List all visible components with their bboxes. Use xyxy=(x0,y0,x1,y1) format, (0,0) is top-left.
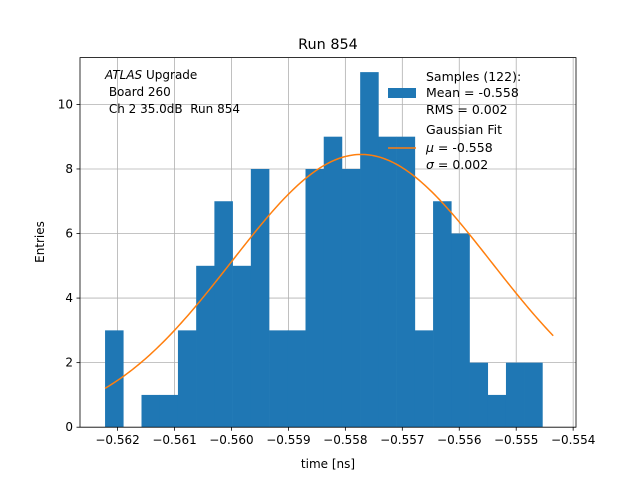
y-tick-label: 2 xyxy=(65,356,73,370)
histogram-bar xyxy=(159,394,179,428)
legend-samples-rms: RMS = 0.002 xyxy=(426,102,508,117)
annotation-box: ATLAS Upgrade Board 260 Ch 2 35.0dB Run … xyxy=(104,68,240,116)
histogram-bars xyxy=(105,72,543,428)
legend-fit-sigma: σ = 0.002 xyxy=(426,157,488,172)
x-axis-ticks: −0.562 −0.561 −0.560 −0.559 −0.558 −0.557 −0.5… xyxy=(95,427,595,447)
histogram-bar xyxy=(451,233,470,428)
chart-title: Run 854 xyxy=(298,37,358,53)
legend-samples-swatch xyxy=(388,88,416,98)
plot-frame xyxy=(79,57,577,428)
y-tick-label: 0 xyxy=(65,420,73,434)
histogram-bar xyxy=(214,201,233,428)
x-tick-label: −0.555 xyxy=(494,433,538,447)
histogram-bar xyxy=(323,136,343,428)
annotation-line-2: Board 260 xyxy=(105,85,171,99)
legend: Samples (122): Mean = -0.558 RMS = 0.002… xyxy=(388,69,521,172)
x-tick-label: −0.554 xyxy=(551,433,595,447)
histogram-bar xyxy=(141,394,161,428)
y-tick-label: 6 xyxy=(65,227,73,241)
legend-mu-value: = -0.558 xyxy=(434,140,493,155)
histogram-bar xyxy=(341,168,361,428)
histogram-bar xyxy=(177,330,197,428)
x-axis-label: time [ns] xyxy=(301,457,355,471)
annotation-upgrade: Upgrade xyxy=(142,68,197,82)
histogram-bar xyxy=(414,330,434,428)
histogram-bar xyxy=(505,362,525,428)
legend-samples-mean: Mean = -0.558 xyxy=(426,85,519,100)
histogram-bar xyxy=(433,201,452,428)
legend-sigma-symbol: σ xyxy=(426,157,435,172)
legend-sigma-value: = 0.002 xyxy=(434,157,488,172)
x-tick-label: −0.556 xyxy=(437,433,481,447)
y-tick-label: 8 xyxy=(65,162,73,176)
histogram-bar xyxy=(287,330,306,428)
x-tick-label: −0.557 xyxy=(380,433,424,447)
histogram-bar xyxy=(378,136,397,428)
histogram-bar xyxy=(360,72,379,428)
histogram-bar xyxy=(469,362,489,428)
histogram-bar xyxy=(487,394,507,428)
annotation-line-1: ATLAS Upgrade xyxy=(104,68,197,82)
y-axis-label: Entries xyxy=(33,221,47,263)
x-tick-label: −0.562 xyxy=(95,433,139,447)
histogram-bar xyxy=(305,168,325,428)
x-tick-label: −0.561 xyxy=(152,433,196,447)
x-tick-label: −0.560 xyxy=(209,433,253,447)
y-tick-label: 10 xyxy=(58,97,73,111)
histogram-bar xyxy=(269,330,288,428)
legend-fit-mu: μ = -0.558 xyxy=(425,140,493,155)
histogram-bar xyxy=(524,362,543,428)
gaussian-fit-curve xyxy=(104,153,554,389)
histogram-bar xyxy=(396,136,416,428)
histogram-bar xyxy=(250,168,270,428)
annotation-line-3: Ch 2 35.0dB Run 854 xyxy=(105,102,240,116)
legend-mu-symbol: μ xyxy=(425,140,434,155)
histogram-bar xyxy=(232,265,252,428)
legend-samples-title: Samples (122): xyxy=(426,69,521,84)
annotation-atlas: ATLAS xyxy=(104,68,143,82)
y-axis-ticks: 0 2 4 6 8 10 xyxy=(58,97,80,434)
x-tick-label: −0.559 xyxy=(266,433,310,447)
y-tick-label: 4 xyxy=(65,291,73,305)
histogram-bar xyxy=(196,265,215,428)
legend-fit-title: Gaussian Fit xyxy=(426,122,502,137)
histogram-bar xyxy=(105,330,124,428)
x-tick-label: −0.558 xyxy=(323,433,367,447)
